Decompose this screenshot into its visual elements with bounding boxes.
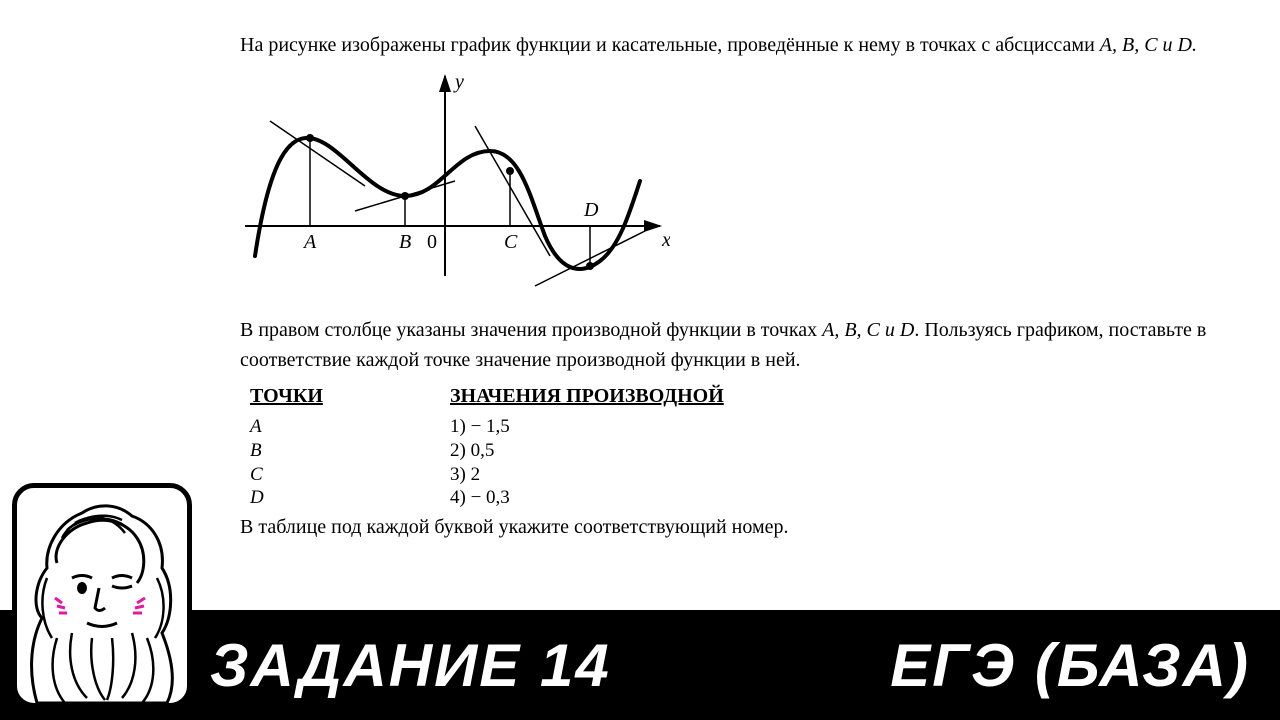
footer-task-number: ЗАДАНИЕ 14 bbox=[210, 631, 611, 700]
value-item: 1) − 1,5 bbox=[450, 415, 724, 439]
svg-text:x: x bbox=[661, 229, 670, 251]
intro-paragraph: На рисунке изображены график функции и к… bbox=[240, 30, 1220, 60]
svg-text:0: 0 bbox=[427, 231, 437, 253]
value-item: 3) 2 bbox=[450, 463, 724, 487]
below-graph-paragraph: В правом столбце указаны значения произв… bbox=[240, 315, 1220, 375]
values-header: ЗНАЧЕНИЯ ПРОИЗВОДНОЙ bbox=[450, 381, 724, 411]
footer-exam-label: ЕГЭ (БАЗА) bbox=[890, 631, 1250, 700]
svg-text:C: C bbox=[504, 231, 518, 253]
below-text-1: В правом столбце указаны значения произв… bbox=[240, 319, 822, 341]
function-graph: y x 0 A B C D bbox=[230, 66, 670, 296]
avatar-frame bbox=[12, 483, 192, 708]
intro-text: На рисунке изображены график функции и к… bbox=[240, 34, 1100, 56]
graph-container: y x 0 A B C D bbox=[230, 66, 1220, 305]
point-item: D bbox=[250, 486, 450, 510]
point-item: C bbox=[250, 463, 450, 487]
value-item: 2) 0,5 bbox=[450, 439, 724, 463]
footer-bar: ЗАДАНИЕ 14 ЕГЭ (БАЗА) bbox=[0, 610, 1280, 720]
problem-content: На рисунке изображены график функции и к… bbox=[0, 0, 1280, 542]
value-item: 4) − 0,3 bbox=[450, 486, 724, 510]
philosopher-avatar-icon bbox=[17, 488, 187, 703]
points-header: ТОЧКИ bbox=[250, 381, 450, 411]
point-item: B bbox=[250, 439, 450, 463]
svg-text:D: D bbox=[583, 199, 599, 221]
svg-text:A: A bbox=[302, 231, 317, 253]
svg-text:B: B bbox=[399, 231, 411, 253]
svg-text:y: y bbox=[453, 71, 464, 93]
intro-vars: A, B, C и D. bbox=[1100, 34, 1197, 56]
values-column: ЗНАЧЕНИЯ ПРОИЗВОДНОЙ 1) − 1,5 2) 0,5 3) … bbox=[450, 381, 724, 510]
match-columns: ТОЧКИ A B C D ЗНАЧЕНИЯ ПРОИЗВОДНОЙ 1) − … bbox=[250, 381, 1220, 510]
point-item: A bbox=[250, 415, 450, 439]
below-vars: A, B, C и D bbox=[822, 319, 914, 341]
instruction-text: В таблице под каждой буквой укажите соот… bbox=[240, 512, 1220, 542]
points-column: ТОЧКИ A B C D bbox=[250, 381, 450, 510]
